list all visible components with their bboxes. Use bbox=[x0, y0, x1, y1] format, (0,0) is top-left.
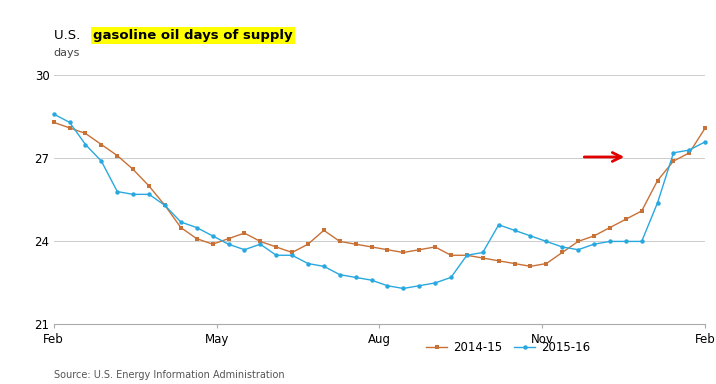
Legend: 2014-15, 2015-16: 2014-15, 2015-16 bbox=[421, 336, 595, 359]
2015-16 bbox=[478, 250, 487, 255]
2015-16 bbox=[590, 242, 599, 247]
2015-16 bbox=[208, 233, 217, 238]
2014-15 bbox=[447, 253, 455, 258]
2014-15 bbox=[240, 231, 248, 235]
2014-15 bbox=[319, 228, 328, 233]
2014-15 bbox=[653, 178, 662, 183]
2015-16 bbox=[574, 247, 582, 252]
2014-15 bbox=[367, 245, 376, 249]
2015-16 bbox=[621, 239, 630, 244]
2014-15 bbox=[415, 247, 423, 252]
2015-16 bbox=[447, 275, 455, 280]
2015-16 bbox=[352, 275, 360, 280]
2015-16 bbox=[65, 120, 74, 125]
2015-16 bbox=[81, 142, 90, 147]
2014-15 bbox=[49, 120, 58, 125]
2014-15 bbox=[463, 253, 471, 258]
2015-16 bbox=[97, 159, 106, 164]
2015-16 bbox=[240, 247, 248, 252]
2015-16 bbox=[319, 264, 328, 269]
2014-15 bbox=[160, 203, 169, 208]
2014-15 bbox=[558, 250, 566, 255]
2014-15 bbox=[352, 242, 360, 247]
2014-15 bbox=[256, 239, 265, 244]
2014-15 bbox=[129, 167, 137, 172]
2015-16 bbox=[511, 228, 519, 233]
Line: 2015-16: 2015-16 bbox=[52, 112, 707, 291]
Text: U.S.: U.S. bbox=[54, 29, 84, 42]
2014-15 bbox=[574, 239, 582, 244]
Text: gasoline oil days of supply: gasoline oil days of supply bbox=[93, 29, 293, 42]
2015-16 bbox=[701, 139, 710, 144]
2014-15 bbox=[526, 264, 535, 269]
2015-16 bbox=[494, 222, 503, 227]
2014-15 bbox=[431, 245, 440, 249]
2014-15 bbox=[208, 242, 217, 247]
2014-15 bbox=[542, 261, 551, 266]
2014-15 bbox=[606, 225, 614, 230]
2015-16 bbox=[383, 283, 392, 288]
2014-15 bbox=[113, 153, 122, 158]
Line: 2014-15: 2014-15 bbox=[52, 120, 707, 268]
2014-15 bbox=[669, 159, 678, 164]
2014-15 bbox=[399, 250, 407, 255]
2014-15 bbox=[701, 126, 710, 130]
2015-16 bbox=[304, 261, 312, 266]
2015-16 bbox=[542, 239, 551, 244]
2015-16 bbox=[399, 286, 407, 291]
2015-16 bbox=[288, 253, 296, 258]
2014-15 bbox=[65, 126, 74, 130]
2014-15 bbox=[224, 236, 233, 241]
2015-16 bbox=[526, 233, 535, 238]
2015-16 bbox=[669, 151, 678, 155]
2014-15 bbox=[621, 217, 630, 222]
2014-15 bbox=[81, 131, 90, 136]
2014-15 bbox=[272, 245, 281, 249]
2015-16 bbox=[685, 148, 694, 152]
2015-16 bbox=[256, 242, 265, 247]
2015-16 bbox=[113, 189, 122, 194]
2015-16 bbox=[224, 242, 233, 247]
2015-16 bbox=[145, 192, 153, 197]
Text: days: days bbox=[54, 48, 80, 58]
2014-15 bbox=[145, 184, 153, 188]
2015-16 bbox=[558, 245, 566, 249]
2015-16 bbox=[129, 192, 137, 197]
2015-16 bbox=[431, 281, 440, 285]
2014-15 bbox=[193, 236, 201, 241]
2015-16 bbox=[177, 220, 185, 224]
2014-15 bbox=[97, 142, 106, 147]
2015-16 bbox=[415, 283, 423, 288]
2015-16 bbox=[606, 239, 614, 244]
2015-16 bbox=[49, 112, 58, 116]
2014-15 bbox=[511, 261, 519, 266]
2015-16 bbox=[193, 225, 201, 230]
2015-16 bbox=[160, 203, 169, 208]
2015-16 bbox=[637, 239, 646, 244]
2014-15 bbox=[288, 250, 296, 255]
Text: Source: U.S. Energy Information Administration: Source: U.S. Energy Information Administ… bbox=[54, 370, 284, 380]
2014-15 bbox=[637, 209, 646, 213]
2014-15 bbox=[304, 242, 312, 247]
2014-15 bbox=[336, 239, 344, 244]
2014-15 bbox=[177, 225, 185, 230]
2014-15 bbox=[685, 151, 694, 155]
2014-15 bbox=[478, 256, 487, 260]
2015-16 bbox=[272, 253, 281, 258]
2014-15 bbox=[494, 258, 503, 263]
2014-15 bbox=[383, 247, 392, 252]
2015-16 bbox=[653, 200, 662, 205]
2014-15 bbox=[590, 233, 599, 238]
2015-16 bbox=[336, 272, 344, 277]
2015-16 bbox=[367, 278, 376, 283]
2015-16 bbox=[463, 253, 471, 258]
